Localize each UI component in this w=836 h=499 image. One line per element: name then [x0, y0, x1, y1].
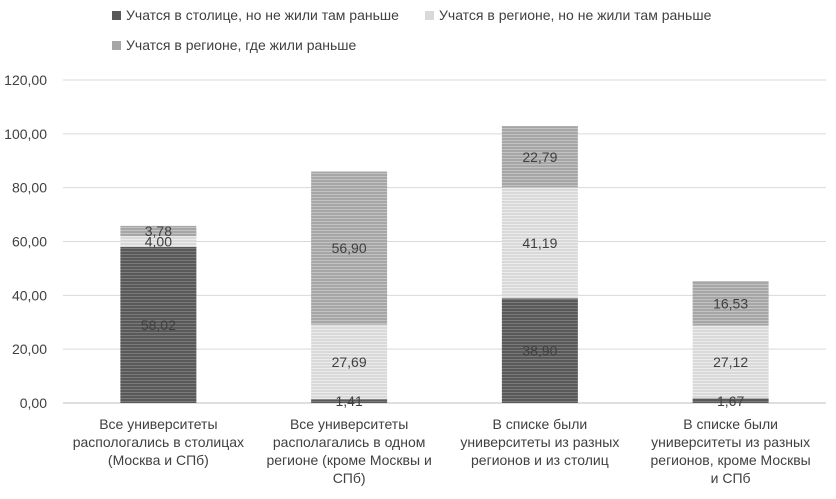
legend: Учатся в столице, но не жили там раньше У… [112, 7, 712, 53]
bar-segment-3-2 [692, 281, 769, 326]
bar-segment-2-0 [501, 298, 578, 403]
y-tick-label-4: 80,00 [12, 180, 47, 196]
data-label-3-2: 16,53 [713, 295, 748, 311]
bars: 58,02 4,003,78 1,41 27,69 56,90 38,90 41,19 22,… [120, 126, 769, 409]
legend-swatch-0 [112, 11, 121, 20]
bar-segment-0-2 [120, 225, 197, 237]
category-label-3: В списке были университеты из разных регио… [651, 416, 811, 486]
bar-stack-0: 58,02 4,003,78 [120, 223, 197, 403]
category-label-2: В списке были университеты из разных регио… [460, 416, 619, 468]
y-tick-label-0: 0,00 [20, 395, 47, 411]
data-label-1-1: 27,69 [332, 354, 367, 370]
y-tick-label-6: 120,00 [4, 72, 47, 88]
y-tick-label-5: 100,00 [4, 126, 47, 142]
category-label-1: Все университеты располагались в одном рег… [266, 416, 431, 486]
bar-segment-2-2 [501, 126, 578, 188]
data-label-2-1: 41,19 [522, 235, 557, 251]
data-label-0-0: 58,02 [141, 317, 176, 333]
legend-label-1: Учатся в регионе, но не жили там раньше [439, 7, 712, 23]
data-label-2-2: 22,79 [522, 149, 557, 165]
category-label-0: Все университеты распологались в столицах… [73, 416, 244, 468]
data-label-3-1: 27,12 [713, 354, 748, 370]
bar-segment-0-0 [120, 246, 197, 403]
data-label-0-1: 4,00 [145, 233, 172, 249]
bar-segment-3-1 [692, 325, 769, 399]
data-label-3-0: 1,67 [717, 393, 744, 409]
bar-segment-0-1 [120, 236, 197, 247]
bar-segment-1-1 [311, 324, 388, 400]
data-label-2-0: 38,90 [522, 343, 557, 359]
bar-segment-1-2 [311, 171, 388, 325]
bar-segment-2-1 [501, 187, 578, 299]
legend-swatch-1 [425, 11, 434, 20]
legend-label-2: Учатся в регионе, где жили раньше [126, 37, 357, 53]
y-tick-label-2: 40,00 [12, 287, 47, 303]
x-axis: Все университеты распологались в столицах… [73, 416, 811, 486]
legend-label-0: Учатся в столице, но не жили там раньше [126, 7, 399, 23]
bar-segment-1-0 [311, 399, 388, 403]
legend-swatch-2 [112, 41, 121, 50]
bar-segment-3-0 [692, 398, 769, 403]
y-axis: 0,00 20,00 40,00 60,00 80,00 100,00 120,00 [4, 72, 47, 411]
data-label-1-2: 56,90 [332, 240, 367, 256]
bar-stack-1: 1,41 27,69 56,90 [311, 171, 388, 409]
y-tick-label-1: 20,00 [12, 341, 47, 357]
y-tick-label-3: 60,00 [12, 234, 47, 250]
data-label-1-0: 1,41 [336, 393, 363, 409]
bar-stack-3: 1,67 27,12 16,53 [692, 281, 769, 409]
bar-stack-2: 38,90 41,19 22,79 [501, 126, 578, 403]
data-label-0-2: 3,78 [145, 223, 172, 239]
